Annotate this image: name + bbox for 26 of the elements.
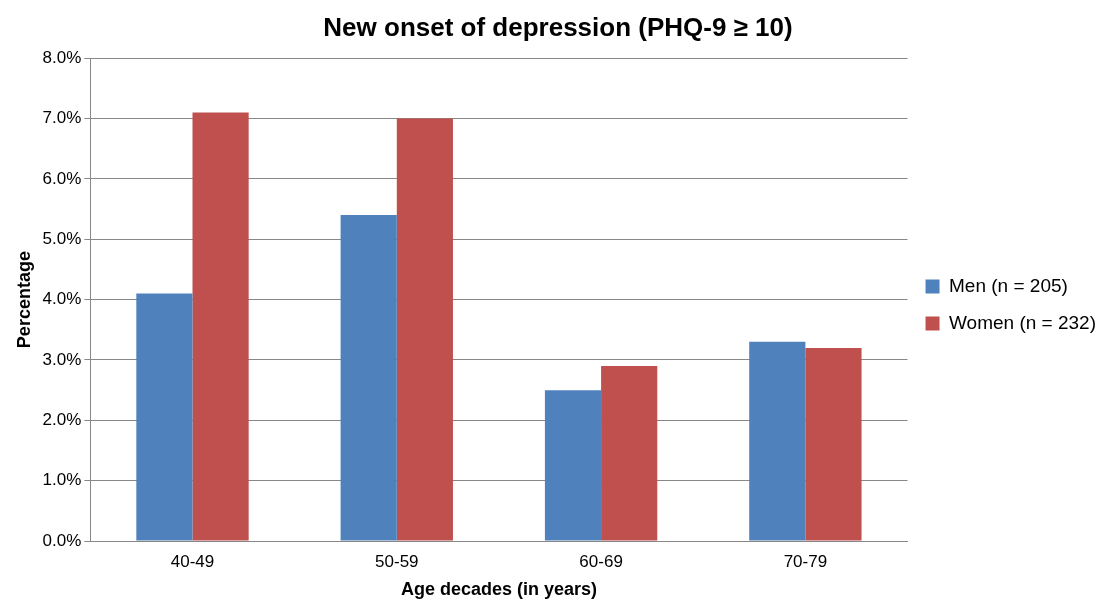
bar <box>749 341 806 541</box>
legend-label: Men (n = 205) <box>949 274 1068 296</box>
y-tick-label: 2.0% <box>42 409 82 429</box>
y-tick-label: 6.0% <box>42 168 82 188</box>
y-tick-label: 1.0% <box>42 470 82 490</box>
y-axis-title: Percentage <box>13 251 34 349</box>
bar <box>805 347 862 541</box>
bar <box>396 118 453 541</box>
x-tick-label: 50-59 <box>375 551 419 571</box>
y-tick-label: 7.0% <box>42 108 82 128</box>
y-tick-label: 4.0% <box>42 289 82 309</box>
bar <box>340 215 397 541</box>
y-tick-label: 8.0% <box>42 47 82 67</box>
y-tick-label: 3.0% <box>42 349 82 369</box>
x-tick-label: 60-69 <box>579 551 623 571</box>
chart-title: New onset of depression (PHQ-9 ≥ 10) <box>323 11 793 42</box>
bar <box>544 390 602 541</box>
legend-label: Women (n = 232) <box>949 311 1097 333</box>
bar <box>192 112 249 541</box>
bar <box>601 365 658 541</box>
y-tick-label: 0.0% <box>42 530 82 550</box>
x-axis-title: Age decades (in years) <box>400 579 597 600</box>
x-tick-label: 40-49 <box>170 551 215 571</box>
x-tick-label: 70-79 <box>783 551 828 571</box>
y-tick-label: 5.0% <box>42 228 82 248</box>
bar <box>136 293 193 541</box>
